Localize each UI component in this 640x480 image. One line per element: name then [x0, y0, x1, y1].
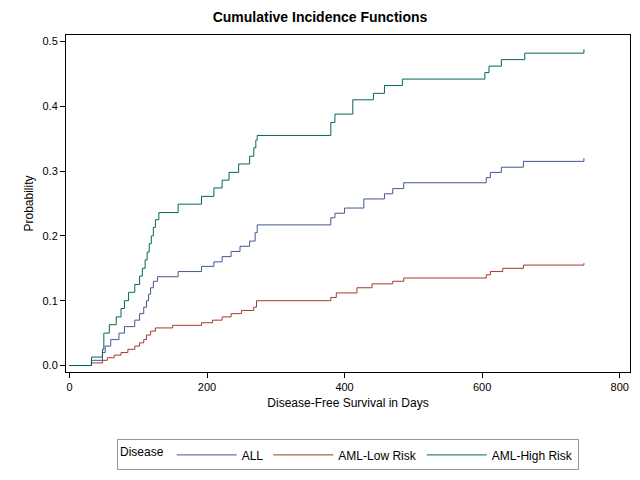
svg-text:Cumulative Incidence Functions: Cumulative Incidence Functions [213, 9, 428, 25]
svg-text:ALL: ALL [242, 449, 264, 463]
svg-text:0.0: 0.0 [43, 359, 58, 371]
svg-text:800: 800 [611, 381, 629, 393]
svg-text:0.4: 0.4 [43, 100, 58, 112]
svg-text:AML-Low Risk: AML-Low Risk [338, 449, 416, 463]
svg-text:0.1: 0.1 [43, 295, 58, 307]
svg-text:0: 0 [66, 381, 72, 393]
svg-text:200: 200 [198, 381, 216, 393]
svg-text:400: 400 [335, 381, 353, 393]
svg-text:0.3: 0.3 [43, 165, 58, 177]
svg-text:AML-High Risk: AML-High Risk [492, 449, 573, 463]
svg-text:0.5: 0.5 [43, 35, 58, 47]
svg-text:600: 600 [473, 381, 491, 393]
svg-text:Disease-Free Survival in Days: Disease-Free Survival in Days [267, 396, 428, 410]
svg-text:Disease: Disease [120, 445, 164, 459]
svg-text:0.2: 0.2 [43, 230, 58, 242]
svg-text:Probability: Probability [22, 175, 36, 231]
